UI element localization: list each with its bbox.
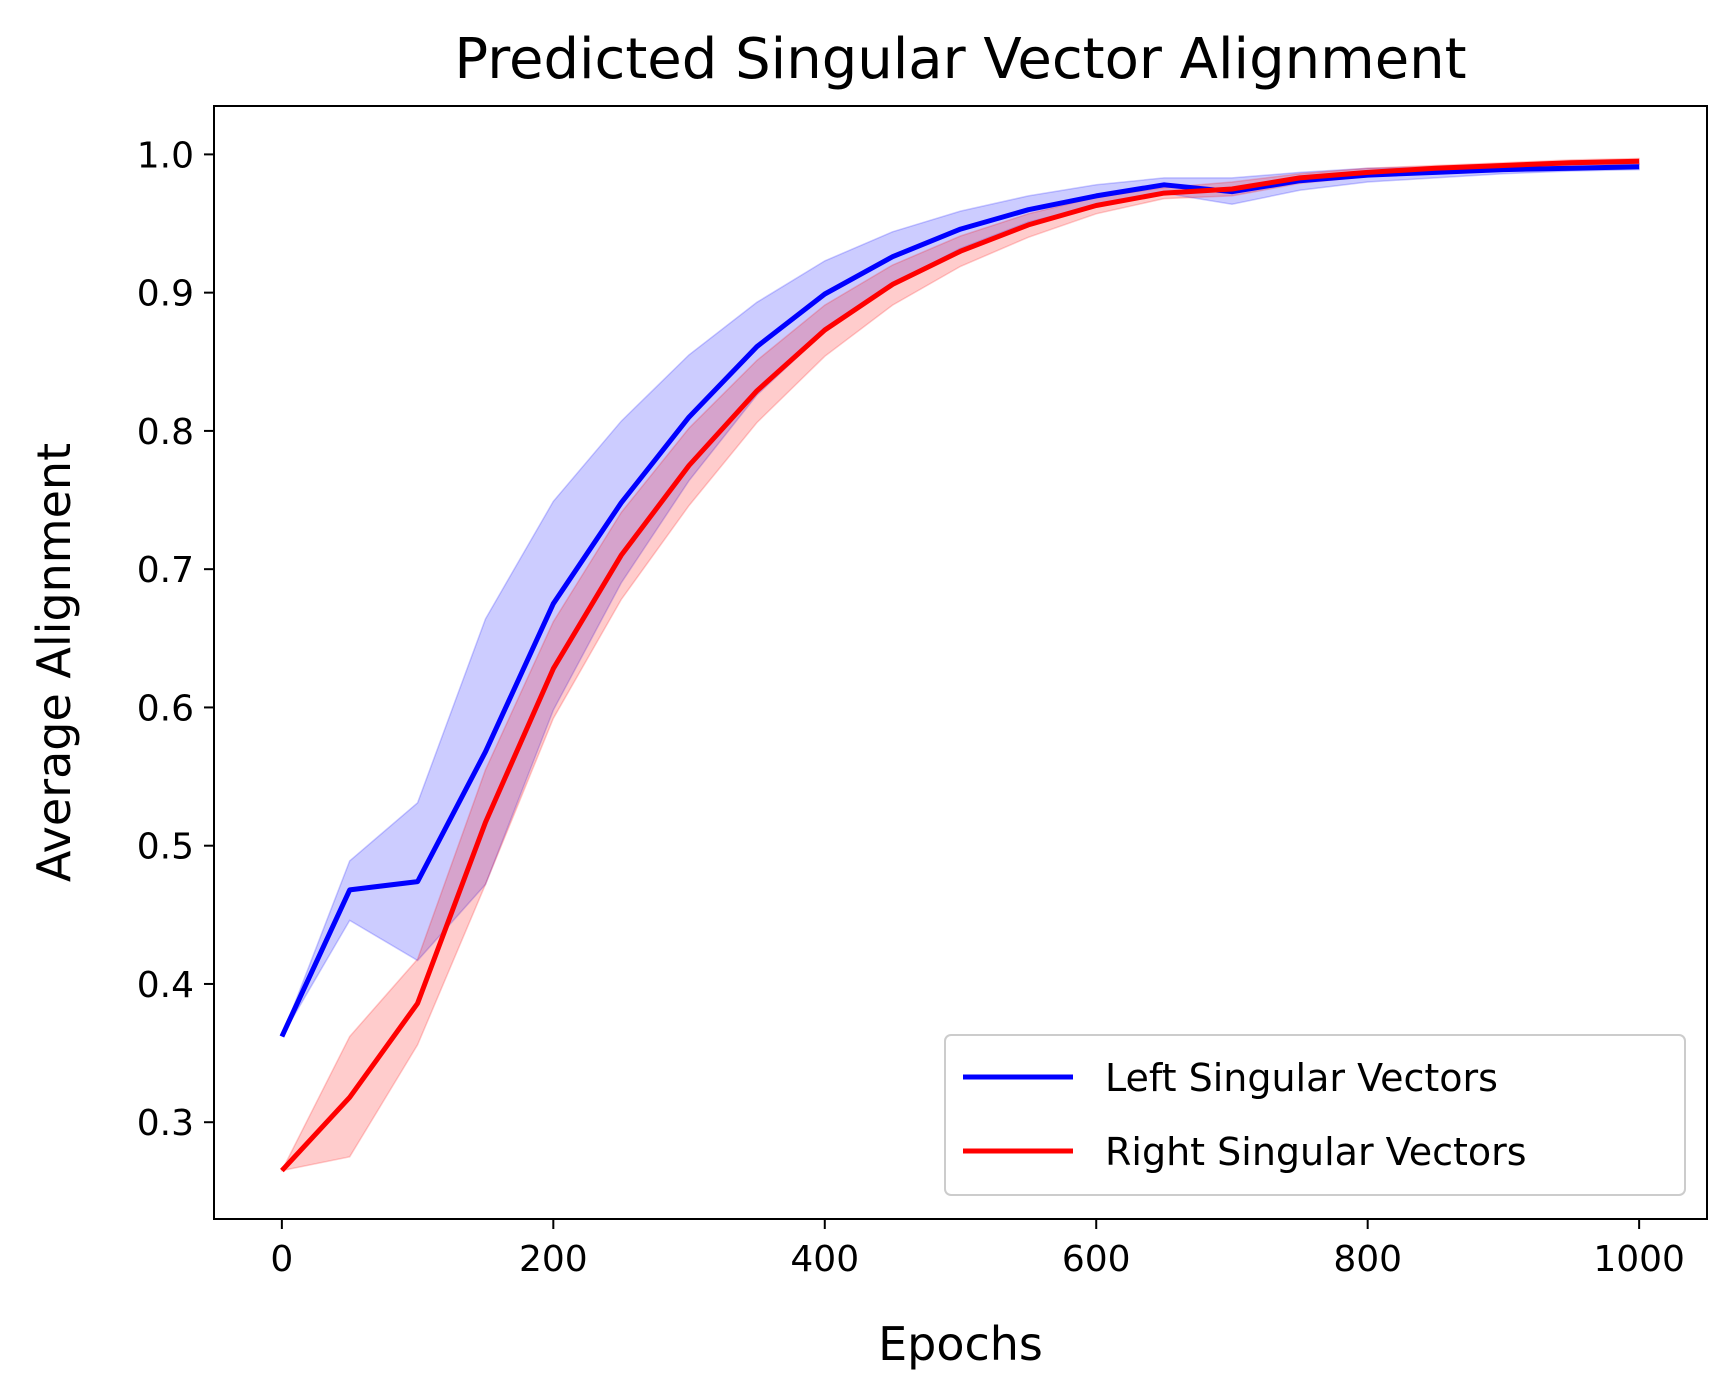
y-tick-label: 0.8 xyxy=(137,412,194,453)
x-tick-label: 600 xyxy=(1062,1239,1131,1280)
y-tick-label: 0.6 xyxy=(137,688,194,729)
plot-frame xyxy=(213,105,1708,1220)
y-tick-label: 0.4 xyxy=(137,965,194,1006)
x-axis-title: Epochs xyxy=(878,1317,1043,1371)
legend-label-left: Left Singular Vectors xyxy=(1105,1056,1498,1100)
x-axis-ticks: 0 200 400 600 800 1000 xyxy=(270,1219,1685,1280)
y-axis-ticks: 0.3 0.4 0.5 0.6 0.7 0.8 0.9 1.0 xyxy=(137,135,214,1144)
series-lines xyxy=(279,158,1640,1173)
y-tick-label: 0.3 xyxy=(137,1103,194,1144)
y-tick-label: 0.9 xyxy=(137,274,194,315)
y-axis-title: Average Alignment xyxy=(27,443,81,882)
legend: Left Singular Vectors Right Singular Vec… xyxy=(944,1034,1686,1196)
y-tick-label: 0.7 xyxy=(137,550,194,591)
x-tick-label: 400 xyxy=(790,1239,859,1280)
x-tick-label: 800 xyxy=(1333,1239,1402,1280)
x-tick-label: 1000 xyxy=(1593,1239,1685,1280)
series-line-left xyxy=(279,164,1640,1038)
x-tick-label: 0 xyxy=(270,1239,293,1280)
legend-label-right: Right Singular Vectors xyxy=(1105,1130,1527,1174)
y-tick-label: 0.5 xyxy=(137,827,194,868)
x-tick-label: 200 xyxy=(519,1239,588,1280)
series-line-right xyxy=(280,158,1640,1173)
y-tick-label: 1.0 xyxy=(137,135,194,176)
legend-box xyxy=(944,1034,1686,1196)
chart-title: Predicted Singular Vector Alignment xyxy=(454,27,1466,92)
